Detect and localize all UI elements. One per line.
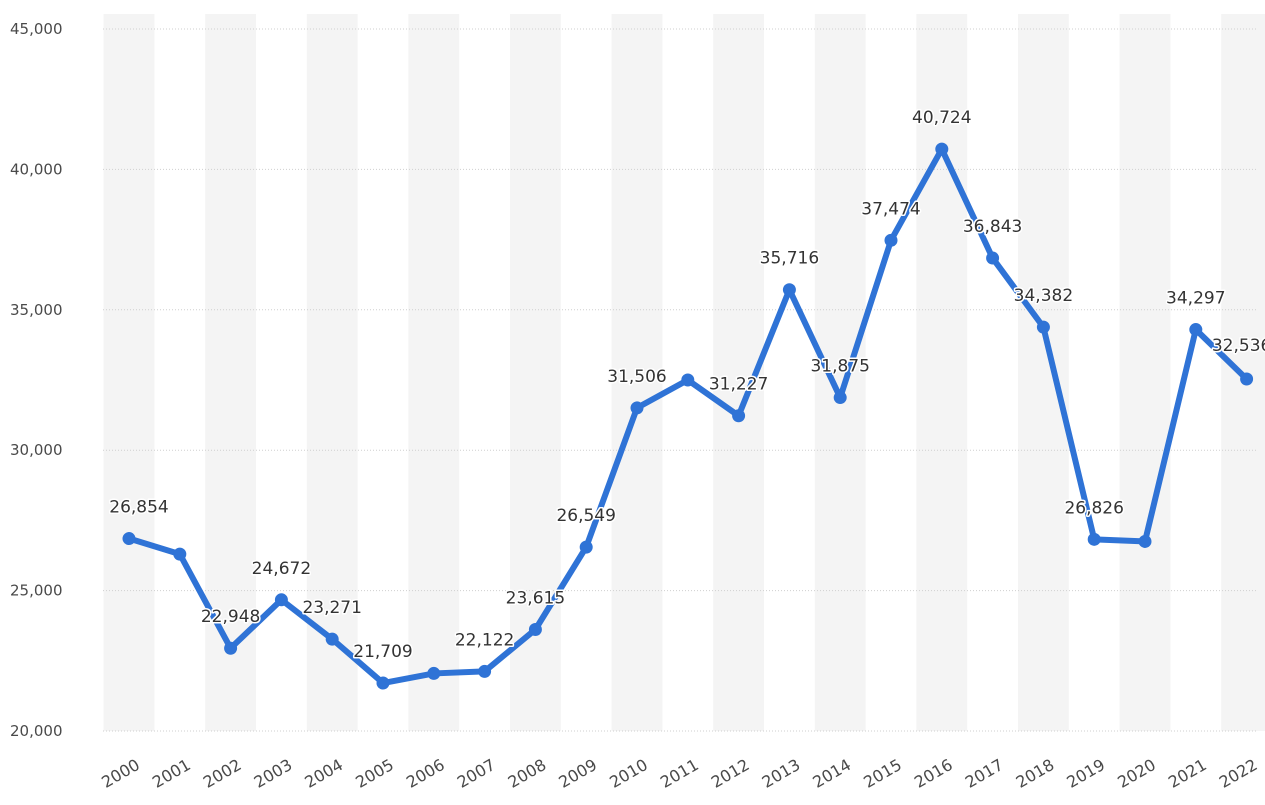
- column-band: [1119, 14, 1171, 731]
- data-point: [122, 532, 136, 546]
- x-tick-label: 2017: [962, 755, 1007, 792]
- x-tick-label: 2019: [1063, 755, 1108, 792]
- x-tick-label: 2020: [1114, 755, 1159, 792]
- data-label: 34,297: [1166, 289, 1225, 309]
- data-points: [122, 142, 1254, 690]
- data-point: [681, 373, 695, 387]
- data-point: [833, 391, 847, 405]
- x-tick-label: 2005: [352, 755, 397, 792]
- column-band: [103, 14, 155, 731]
- x-tick-label: 2000: [98, 755, 143, 792]
- x-tick-label: 2007: [454, 755, 499, 792]
- data-label: 37,474: [861, 199, 920, 219]
- data-label: 26,826: [1064, 498, 1123, 518]
- series-line-group: [126, 146, 1250, 687]
- data-label: 21,709: [353, 642, 412, 662]
- data-point: [427, 666, 441, 680]
- y-tick-label: 40,000: [10, 160, 63, 178]
- data-point: [376, 676, 390, 690]
- data-point: [1240, 372, 1254, 386]
- data-point: [579, 540, 593, 554]
- column-band: [306, 14, 358, 731]
- data-label: 36,843: [963, 217, 1022, 237]
- data-point: [782, 283, 796, 297]
- data-point: [274, 593, 288, 607]
- y-tick-label: 20,000: [10, 722, 63, 740]
- column-band: [814, 14, 866, 731]
- data-label: 26,549: [556, 506, 615, 526]
- x-tick-label: 2001: [149, 755, 194, 792]
- y-tick-label: 35,000: [10, 301, 63, 319]
- data-point: [325, 632, 339, 646]
- y-tick-label: 25,000: [10, 582, 63, 600]
- data-label: 22,948: [201, 607, 260, 627]
- data-label: 40,724: [912, 108, 971, 128]
- x-tick-label: 2012: [708, 755, 753, 792]
- x-tick-label: 2008: [505, 755, 550, 792]
- data-point: [986, 251, 1000, 265]
- column-band: [611, 14, 663, 731]
- x-tick-label: 2014: [809, 755, 854, 792]
- y-tick-label: 45,000: [10, 20, 63, 38]
- x-tick-label: 2022: [1216, 755, 1261, 792]
- data-label: 32,536: [1212, 336, 1265, 356]
- column-band: [916, 14, 968, 731]
- column-band: [1018, 14, 1069, 731]
- data-point: [478, 664, 492, 678]
- x-tick-label: 2010: [606, 755, 651, 792]
- data-point: [1189, 323, 1203, 337]
- data-point: [528, 622, 542, 636]
- data-point: [1087, 532, 1101, 546]
- column-band: [408, 14, 460, 731]
- data-point: [732, 409, 746, 423]
- data-point: [884, 233, 898, 247]
- data-labels: 26,854 22,948 24,672 23,271 21,709 22,122 23,6…: [108, 107, 1265, 664]
- x-tick-label: 2018: [1013, 755, 1058, 792]
- data-label: 31,875: [810, 357, 869, 377]
- x-tick-label: 2021: [1165, 755, 1210, 792]
- data-point: [1138, 534, 1152, 548]
- data-label: 23,271: [302, 598, 361, 618]
- gridlines: [103, 28, 1258, 732]
- x-tick-label: 2016: [911, 755, 956, 792]
- x-tick-label: 2006: [403, 755, 448, 792]
- data-point: [1036, 320, 1050, 334]
- y-tick-label: 30,000: [10, 441, 63, 459]
- data-label: 31,506: [607, 367, 666, 387]
- data-label: 31,227: [709, 375, 768, 395]
- column-bands: [103, 14, 1265, 731]
- data-point: [224, 641, 238, 655]
- x-tick-label: 2009: [555, 755, 600, 792]
- data-label: 35,716: [760, 249, 819, 269]
- x-tick-label: 2011: [657, 755, 702, 792]
- data-point: [173, 547, 187, 561]
- x-tick-label: 2004: [301, 755, 346, 792]
- data-label: 26,854: [109, 498, 168, 518]
- series-line: [126, 146, 1250, 687]
- data-point: [630, 401, 644, 415]
- column-band: [510, 14, 561, 731]
- data-label: 24,672: [252, 559, 311, 579]
- x-tick-label: 2013: [759, 755, 804, 792]
- y-axis: 20,000 25,000 30,000 35,000 40,000 45,000: [10, 20, 63, 740]
- data-point: [935, 142, 949, 156]
- x-tick-label: 2002: [200, 755, 245, 792]
- data-label: 22,122: [455, 630, 514, 650]
- data-label: 34,382: [1014, 286, 1073, 306]
- x-tick-label: 2003: [251, 755, 296, 792]
- data-label: 23,615: [506, 588, 565, 608]
- x-tick-label: 2015: [860, 755, 905, 792]
- x-axis: 2000 2001 2002 2003 2004 2005 2006 2007 2008 2009…: [98, 755, 1260, 792]
